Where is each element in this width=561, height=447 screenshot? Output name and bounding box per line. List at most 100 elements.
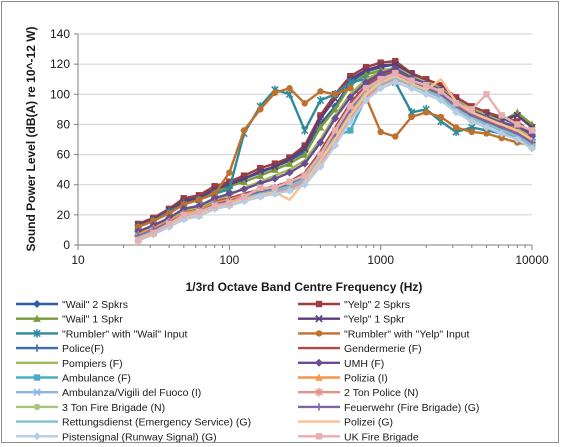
legend-marker: [315, 403, 323, 411]
y-tick-label: 120: [50, 57, 70, 71]
legend-label: "Wail" 1 Spkr: [62, 314, 123, 326]
legend-marker: [315, 433, 323, 440]
data-point: [285, 90, 294, 99]
data-point: [195, 192, 203, 199]
x-tick-label: 10: [71, 253, 85, 267]
data-point: [513, 135, 522, 144]
data-point: [211, 183, 218, 190]
data-point: [211, 202, 218, 210]
data-point: [362, 66, 370, 74]
series-17: [137, 74, 533, 241]
data-point: [150, 229, 157, 237]
legend-label: "Rumbler" with "Yelp" Input: [344, 328, 469, 340]
data-point: [483, 130, 490, 137]
data-point: [210, 194, 219, 203]
data-point: [346, 93, 355, 102]
legend-label: "Rumbler" with "Wail" Input: [62, 328, 187, 340]
legend-label: Ambulanza/Vigili del Fuoco (I): [62, 387, 201, 399]
data-point: [362, 78, 371, 87]
y-axis-label: Sound Power Level (dB(A) re 10^-12 W): [24, 26, 38, 251]
legend-item: UMH (F): [298, 358, 384, 370]
data-point: [392, 57, 399, 65]
legend-marker: [33, 388, 41, 396]
legend-item: "Yelp" 2 Spkrs: [298, 299, 410, 311]
data-point: [256, 171, 265, 179]
data-point: [331, 91, 339, 98]
data-point: [195, 196, 203, 203]
data-point: [437, 82, 445, 89]
legend-label: Feuerwehr (Fire Brigade) (G): [344, 402, 479, 414]
data-point: [468, 106, 475, 113]
data-point: [422, 90, 431, 99]
data-point: [362, 63, 370, 71]
data-point: [239, 185, 248, 194]
legend-label: "Yelp" 1 Spkr: [344, 314, 405, 326]
data-point: [300, 150, 309, 158]
data-point: [226, 199, 233, 206]
data-point: [376, 61, 385, 70]
data-point: [285, 155, 294, 163]
legend-label: Pompiers (F): [62, 358, 123, 370]
data-point: [331, 114, 340, 123]
data-point: [286, 85, 293, 92]
data-point: [377, 59, 384, 66]
data-point: [362, 70, 370, 78]
legend-marker: [315, 330, 323, 337]
legend-item: "Wail" 2 Spkrs: [16, 299, 128, 311]
data-point: [316, 96, 325, 105]
series-5: [135, 85, 536, 231]
data-point: [180, 195, 187, 202]
data-point: [300, 144, 309, 153]
y-tick-label: 0: [63, 238, 70, 252]
chart-svg: 0 20 40 60 80 100 120 140 10 100 1000 10000 1/3rd O…: [16, 26, 549, 443]
legend-marker: [315, 314, 323, 323]
legend-label: Police(F): [62, 343, 104, 355]
legend-item: "Yelp" 1 Spkr: [298, 314, 405, 326]
data-point: [376, 84, 385, 93]
legend-marker: [33, 374, 41, 381]
data-point: [482, 123, 491, 132]
data-point: [240, 177, 248, 185]
x-tick-label: 1000: [367, 253, 394, 267]
data-point: [256, 192, 265, 201]
data-point: [331, 127, 339, 134]
data-point: [180, 211, 187, 219]
data-point: [452, 124, 460, 131]
data-point: [195, 208, 203, 216]
y-tick-label: 80: [57, 117, 71, 131]
data-point: [408, 113, 415, 121]
series-line: [137, 74, 533, 241]
y-tick-label: 140: [50, 27, 70, 41]
legend-item: Ambulanza/Vigili del Fuoco (I): [16, 387, 201, 399]
data-point: [165, 210, 173, 217]
data-point: [377, 76, 384, 83]
legend-marker: [315, 358, 323, 367]
grid-lines: [78, 33, 532, 246]
legend-marker: [33, 300, 41, 308]
data-point: [483, 109, 490, 116]
legend-item: Police(F): [16, 343, 104, 355]
data-point: [271, 162, 279, 171]
y-tick-label: 40: [57, 178, 71, 192]
data-point: [286, 178, 293, 185]
data-point: [270, 189, 279, 198]
data-point: [498, 112, 505, 119]
data-point: [271, 160, 279, 167]
legend-item: UK Fire Brigade: [298, 431, 419, 443]
legend-label: Polizei (G): [344, 417, 393, 429]
legend-item: 2 Ton Police (N): [298, 387, 419, 399]
data-point: [408, 77, 415, 84]
data-point: [423, 109, 430, 116]
data-point: [467, 117, 476, 126]
data-point: [271, 184, 279, 191]
data-point: [391, 60, 400, 68]
data-point: [135, 237, 142, 244]
legend-marker: [33, 314, 41, 322]
legend-label: Polizia (I): [344, 373, 388, 385]
data-point: [165, 220, 173, 228]
legend-item: "Wail" 1 Spkr: [16, 314, 123, 326]
data-point: [240, 193, 248, 200]
data-point: [317, 112, 324, 119]
data-point: [346, 78, 355, 87]
